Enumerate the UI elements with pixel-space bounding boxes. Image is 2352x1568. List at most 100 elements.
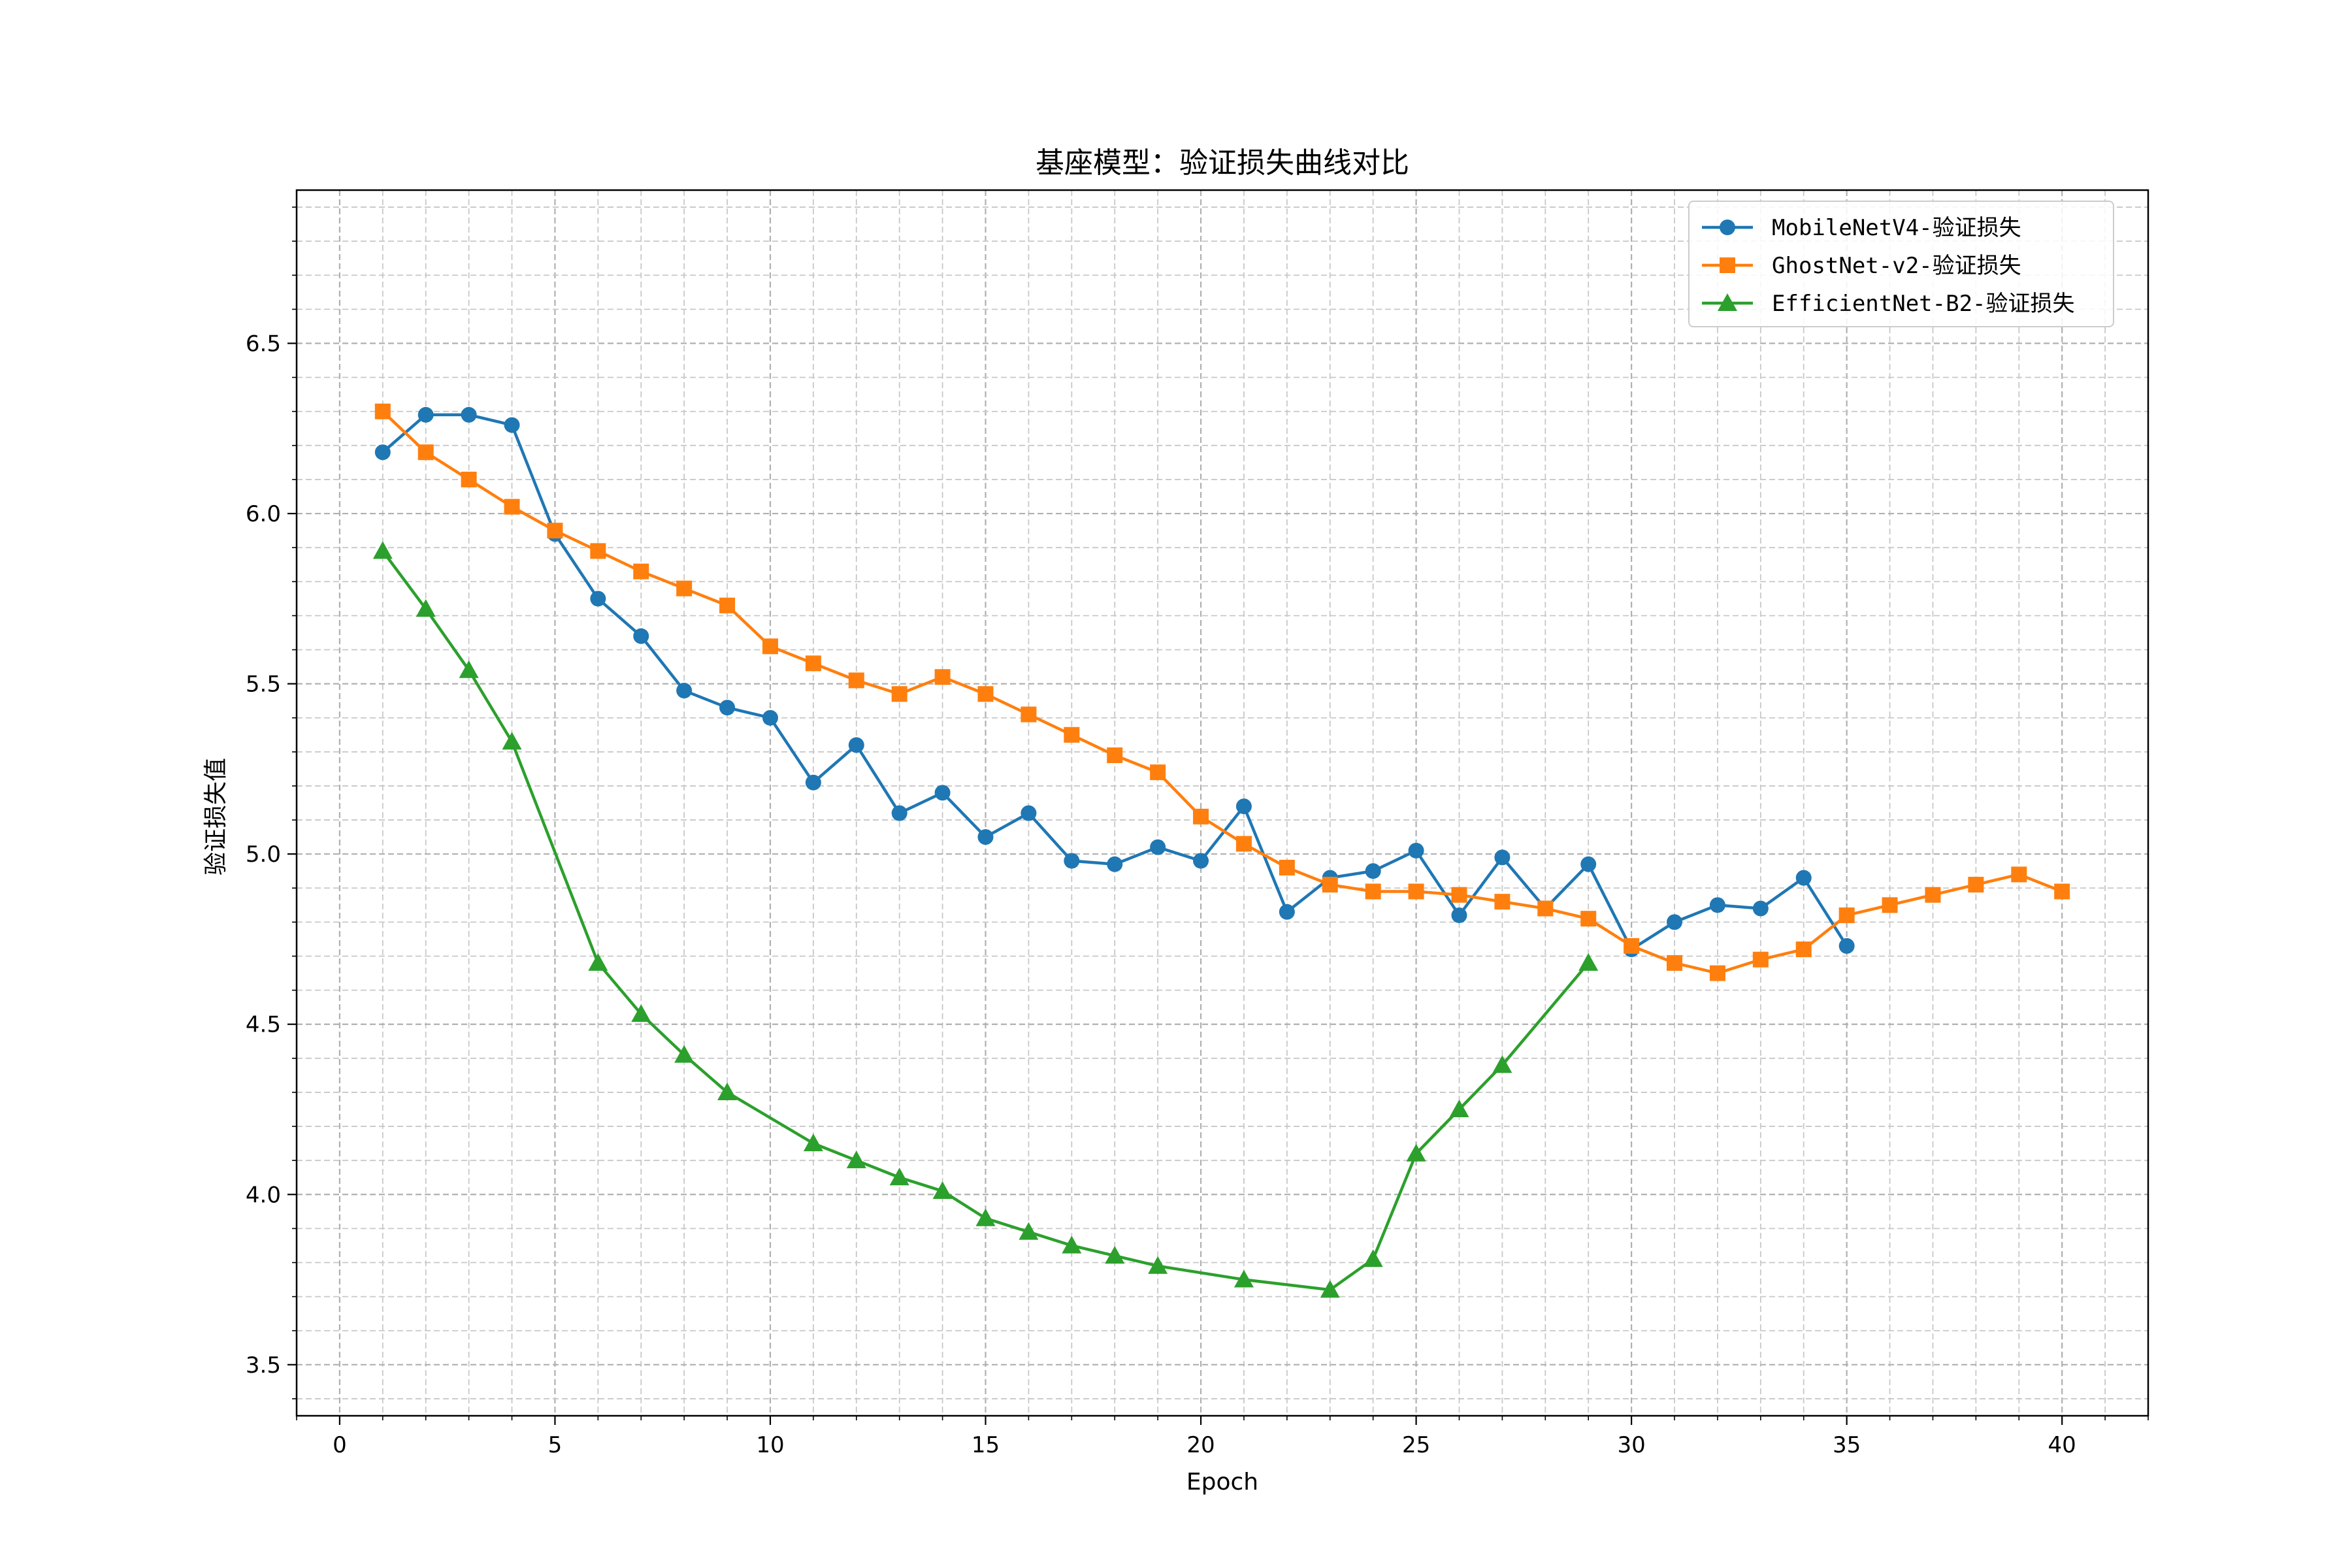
legend-label: MobileNetV4-验证损失 xyxy=(1772,215,2021,241)
legend-marker xyxy=(1720,220,1735,235)
data-point xyxy=(502,732,522,750)
data-point xyxy=(805,774,821,791)
chart-title: 基座模型：验证损失曲线对比 xyxy=(1036,146,1409,180)
data-point xyxy=(2011,866,2027,883)
data-point xyxy=(719,700,736,716)
data-point xyxy=(1580,911,1597,927)
data-point xyxy=(1709,897,1725,913)
data-point xyxy=(1365,883,1381,900)
data-point xyxy=(1752,900,1769,917)
data-point xyxy=(459,660,479,678)
data-point xyxy=(1752,951,1769,968)
data-point xyxy=(1449,1100,1469,1117)
y-tick-label: 6.0 xyxy=(246,501,281,527)
legend-label: GhostNet-v2-验证损失 xyxy=(1772,253,2021,279)
data-point xyxy=(1150,839,1166,855)
data-point xyxy=(719,597,736,613)
data-point xyxy=(1193,808,1209,825)
data-point xyxy=(1019,1222,1039,1240)
y-tick-label: 6.5 xyxy=(246,331,281,357)
data-point xyxy=(1537,900,1554,917)
data-point xyxy=(461,406,477,423)
ticks: 0 5 10 15 20 25 30 35 40 3.5 4.0 4.5 5.0 5.5 6.0 6.5 xyxy=(246,206,2149,1458)
x-tick-label: 10 xyxy=(756,1432,784,1458)
data-point xyxy=(1667,955,1683,971)
series-square xyxy=(374,403,2070,981)
data-point xyxy=(891,805,907,821)
series-line xyxy=(382,550,1590,1292)
data-point xyxy=(1408,883,1424,900)
data-point xyxy=(1235,798,1252,815)
legend-marker xyxy=(1718,293,1737,311)
data-point xyxy=(803,1134,823,1152)
data-point xyxy=(934,785,951,801)
y-tick-label: 4.0 xyxy=(246,1182,281,1208)
data-point xyxy=(1021,805,1037,821)
data-point xyxy=(848,737,864,753)
data-point xyxy=(762,638,778,655)
data-point xyxy=(1494,894,1511,910)
data-point xyxy=(631,1004,651,1022)
data-point xyxy=(417,406,434,423)
data-point xyxy=(1406,1143,1426,1162)
data-point xyxy=(1451,887,1467,903)
data-point xyxy=(846,1151,866,1169)
plot-frame xyxy=(295,189,2149,1417)
series-layer xyxy=(372,403,2070,1298)
data-point xyxy=(372,541,393,559)
data-point xyxy=(1882,897,1898,913)
x-tick-label: 20 xyxy=(1186,1432,1215,1458)
data-point xyxy=(1279,860,1295,876)
x-tick-label: 5 xyxy=(548,1432,563,1458)
data-point xyxy=(590,591,606,607)
data-point xyxy=(1408,842,1424,858)
data-point xyxy=(1148,1256,1168,1274)
y-axis-title: 验证损失值 xyxy=(203,758,229,875)
data-point xyxy=(977,829,994,845)
data-point xyxy=(1363,1249,1383,1267)
data-point xyxy=(805,655,821,672)
data-point xyxy=(889,1168,909,1186)
legend-label: EfficientNet-B2-验证损失 xyxy=(1772,291,2075,317)
legend-marker xyxy=(1720,257,1735,273)
data-point xyxy=(762,710,778,726)
data-point xyxy=(1107,747,1123,764)
x-axis-title: Epoch xyxy=(1186,1469,1258,1495)
y-tick-label: 5.5 xyxy=(246,672,281,698)
x-tick-label: 25 xyxy=(1402,1432,1430,1458)
data-point xyxy=(1795,870,1812,886)
legend-box xyxy=(1688,201,2114,327)
data-point xyxy=(975,1208,996,1226)
data-point xyxy=(590,543,606,559)
data-point xyxy=(547,523,563,539)
y-tick-label: 5.0 xyxy=(246,841,281,868)
data-point xyxy=(1494,849,1511,866)
data-point xyxy=(1580,856,1597,872)
data-point xyxy=(676,580,693,596)
series-triangle xyxy=(372,541,1599,1298)
legend-item: MobileNetV4-验证损失 xyxy=(1702,215,2021,241)
data-point xyxy=(1062,1235,1082,1254)
data-point xyxy=(461,471,477,487)
data-point xyxy=(1925,887,1941,903)
data-point xyxy=(1451,907,1467,923)
data-point xyxy=(374,444,391,461)
legend-item: EfficientNet-B2-验证损失 xyxy=(1702,291,2075,317)
data-point xyxy=(1795,941,1812,958)
data-point xyxy=(934,669,951,685)
data-point xyxy=(717,1082,738,1100)
data-point xyxy=(1021,706,1037,723)
data-point xyxy=(1193,853,1209,869)
data-point xyxy=(1578,953,1599,971)
y-tick-label: 3.5 xyxy=(246,1352,281,1379)
y-tick-label: 4.5 xyxy=(246,1012,281,1038)
data-point xyxy=(1624,938,1640,954)
data-point xyxy=(848,672,864,689)
data-point xyxy=(417,444,434,461)
x-tick-label: 15 xyxy=(972,1432,1000,1458)
data-point xyxy=(504,417,520,433)
data-point xyxy=(1235,836,1252,852)
data-point xyxy=(633,563,649,580)
data-point xyxy=(416,598,436,617)
